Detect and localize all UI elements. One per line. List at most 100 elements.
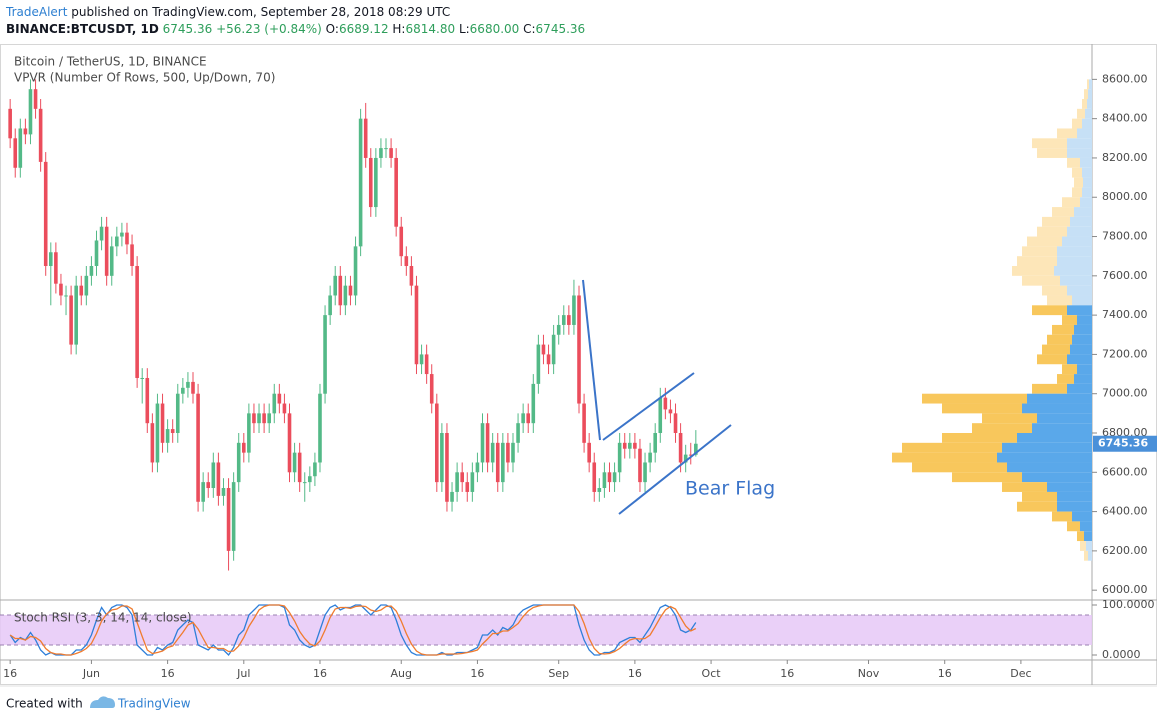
- candle-body: [424, 354, 429, 375]
- y-tick-label: 7200.00: [1102, 347, 1148, 360]
- candle-body: [89, 266, 94, 276]
- change: +56.23 (+0.84%): [216, 22, 322, 36]
- candle-body: [175, 393, 180, 434]
- tv-logo: [90, 696, 115, 708]
- axes: 6000.006200.006400.006600.006800.007000.…: [3, 72, 1157, 680]
- profile-up: [1082, 118, 1092, 129]
- profile-up: [1080, 197, 1092, 208]
- y-tick-label: 6200.00: [1102, 544, 1148, 557]
- candle-body: [353, 246, 358, 296]
- profile-up: [1080, 157, 1092, 168]
- profile-up: [1082, 167, 1092, 178]
- candle-body: [160, 403, 165, 443]
- x-tick-label: 16: [628, 667, 642, 680]
- annotation: Bear Flag: [685, 478, 775, 500]
- candle-body: [115, 236, 119, 247]
- candle-body: [506, 442, 510, 463]
- candle-body: [663, 397, 668, 410]
- candle-body: [516, 423, 520, 443]
- candle-body: [155, 403, 160, 463]
- candle-body: [38, 108, 43, 162]
- trendline[interactable]: [582, 279, 601, 441]
- field-value: 6745.36: [536, 22, 586, 36]
- candle-body: [272, 393, 277, 414]
- price: 6745.36: [163, 22, 213, 36]
- profile-up: [1077, 315, 1092, 325]
- x-tick-label: Aug: [391, 667, 412, 680]
- candle-body: [521, 413, 525, 424]
- profile-down: [902, 442, 1002, 453]
- candle-body: [358, 118, 363, 247]
- candle-body: [43, 161, 48, 267]
- candle-body: [99, 226, 104, 241]
- profile-up: [1074, 207, 1092, 217]
- profile-up: [1067, 148, 1092, 158]
- candle-body: [170, 429, 175, 434]
- profile-down: [952, 472, 1022, 483]
- candle-body: [302, 482, 307, 484]
- trendline[interactable]: [618, 424, 732, 515]
- trendline[interactable]: [602, 372, 695, 441]
- candle-body: [653, 433, 657, 453]
- x-tick-label: Jun: [82, 667, 100, 680]
- candle-body: [363, 118, 368, 158]
- candle-body: [435, 403, 439, 483]
- candle-body: [582, 403, 586, 443]
- candle-body: [318, 393, 322, 463]
- field-value: 6680.00: [470, 22, 520, 36]
- footer-brand[interactable]: TradingView: [117, 697, 191, 711]
- candle-body: [125, 232, 129, 245]
- candle-body: [211, 462, 216, 489]
- profile-up: [1037, 413, 1092, 424]
- candle-body: [48, 252, 53, 267]
- candle-body: [526, 413, 531, 424]
- candle-body: [429, 374, 434, 404]
- candle-body: [33, 89, 38, 109]
- candle-body: [673, 413, 678, 434]
- profile-up: [1062, 236, 1092, 247]
- author[interactable]: TradeAlert: [5, 5, 68, 19]
- profile-down: [1032, 383, 1067, 394]
- candle-body: [602, 472, 607, 489]
- candle-body: [495, 442, 500, 483]
- candle-body: [94, 240, 99, 267]
- candle-body: [622, 442, 627, 449]
- candle-body: [191, 381, 195, 394]
- band-fill: [0, 615, 1092, 645]
- profile-down: [1077, 108, 1085, 119]
- candle-body: [231, 482, 236, 551]
- profile-up: [1067, 285, 1092, 296]
- candle-body: [480, 423, 485, 463]
- candle-body: [64, 295, 68, 297]
- candle-body: [556, 324, 561, 335]
- candle-body: [297, 452, 302, 483]
- profile-up: [1067, 226, 1092, 237]
- candle-body: [323, 315, 327, 394]
- candle-body: [678, 433, 683, 463]
- profile-up: [1067, 354, 1092, 365]
- candle-body: [485, 423, 490, 463]
- profile-down: [1072, 187, 1082, 198]
- candle-body: [252, 413, 256, 424]
- y-tick-label: 8400.00: [1102, 112, 1148, 125]
- field-label: O:: [326, 22, 339, 36]
- profile-down: [1052, 207, 1074, 217]
- candle-body: [150, 423, 155, 463]
- profile-up: [1088, 89, 1092, 100]
- profile-down: [1052, 324, 1074, 335]
- profile-down: [1052, 511, 1072, 522]
- y-tick-label: 100.0000: [1102, 598, 1155, 611]
- profile-down: [922, 393, 1027, 404]
- chart-title: Bitcoin / TetherUS, 1D, BINANCE: [14, 55, 207, 69]
- candle-body: [247, 413, 251, 453]
- candle-body: [404, 256, 409, 267]
- profile-down: [1042, 344, 1070, 355]
- candle-body: [374, 157, 378, 208]
- profile-down: [1047, 295, 1072, 306]
- candle-body: [196, 393, 200, 502]
- profile-down: [1082, 99, 1087, 109]
- last-price-box: [1093, 435, 1157, 452]
- candle-body: [638, 448, 642, 483]
- candle-body: [440, 433, 444, 483]
